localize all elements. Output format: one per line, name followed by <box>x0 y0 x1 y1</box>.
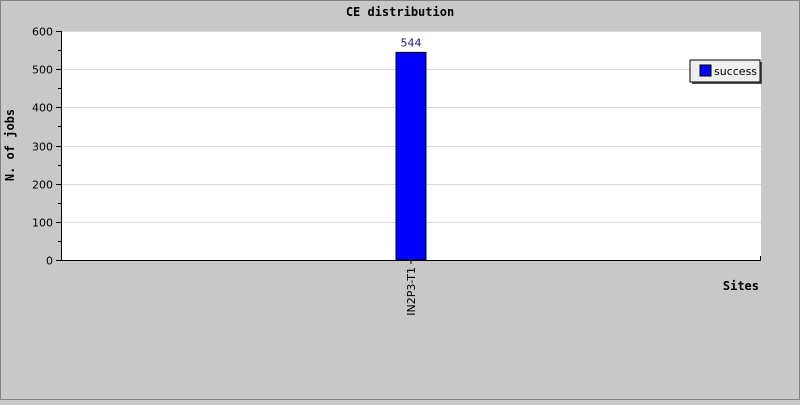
bar <box>395 51 427 261</box>
y-tick-label: 600 <box>32 26 53 39</box>
y-axis-title: N. of jobs <box>3 109 17 181</box>
x-axis-categories: IN2P3-T1 <box>405 260 418 316</box>
y-tick-label: 200 <box>32 179 53 192</box>
legend-swatch <box>699 64 712 77</box>
y-tick-label: 0 <box>46 255 53 268</box>
legend: success <box>689 59 762 84</box>
legend-label: success <box>714 65 757 78</box>
x-category-label: IN2P3-T1 <box>405 267 418 316</box>
y-tick-label: 500 <box>32 64 53 77</box>
x-axis-title: Sites <box>723 279 759 293</box>
bar-value-label: 544 <box>401 36 422 49</box>
y-tick-label: 300 <box>32 141 53 154</box>
y-axis-ticks: 0 100 200 300 400 500 600 <box>32 26 61 268</box>
y-tick-label: 400 <box>32 102 53 115</box>
bars: 544 <box>395 36 427 261</box>
y-tick-label: 100 <box>32 217 53 230</box>
chart-title: CE distribution <box>346 5 454 19</box>
